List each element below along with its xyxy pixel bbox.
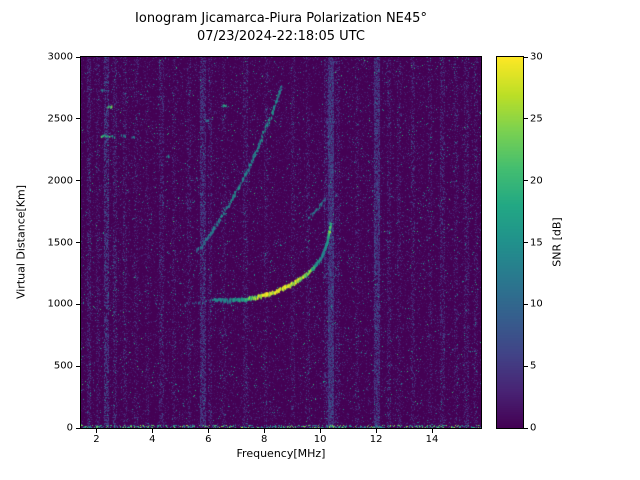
x-tick-label: 6: [205, 434, 212, 445]
ionogram-canvas: [81, 57, 481, 428]
y-tick-label: 2500: [47, 113, 73, 125]
x-tick-mark: [95, 429, 97, 433]
colorbar-tick-label: 30: [530, 51, 543, 63]
y-tick-mark: [76, 56, 80, 58]
x-tick-label: 4: [149, 434, 156, 445]
y-tick-label: 1500: [47, 237, 73, 248]
chart-title: Ionogram Jicamarca-Piura Polarization NE…: [135, 11, 427, 26]
colorbar-tick-label: 10: [530, 298, 543, 310]
x-tick-label: 12: [369, 434, 383, 445]
colorbar-tick-label: 0: [530, 422, 537, 434]
x-tick-label: 14: [425, 434, 439, 445]
y-tick-mark: [76, 303, 80, 305]
y-axis-label: Virtual Distance[Km]: [14, 184, 28, 300]
x-tick-mark: [151, 429, 153, 433]
x-tick-mark: [263, 429, 265, 433]
colorbar-tick-mark: [524, 365, 528, 367]
y-tick-mark: [76, 427, 80, 429]
x-tick-mark: [431, 429, 433, 433]
y-tick-mark: [76, 118, 80, 120]
colorbar-label: SNR [dB]: [550, 217, 564, 267]
x-tick-label: 10: [313, 434, 327, 445]
colorbar-tick-mark: [524, 427, 528, 429]
colorbar: [496, 56, 524, 429]
x-tick-mark: [319, 429, 321, 433]
x-tick-label: 2: [93, 434, 100, 445]
chart-subtitle: 07/23/2024-22:18:05 UTC: [197, 29, 365, 44]
x-tick-mark: [207, 429, 209, 433]
y-tick-label: 3000: [47, 51, 73, 63]
y-tick-mark: [76, 180, 80, 182]
colorbar-canvas: [497, 57, 523, 428]
colorbar-tick-label: 25: [530, 113, 543, 125]
x-axis-label: Frequency[MHz]: [236, 447, 326, 460]
y-tick-label: 1000: [47, 298, 73, 310]
colorbar-tick-label: 20: [530, 175, 543, 187]
colorbar-tick-mark: [524, 242, 528, 243]
colorbar-tick-mark: [524, 118, 528, 120]
x-tick-mark: [375, 429, 377, 433]
y-tick-label: 500: [53, 360, 73, 372]
y-tick-mark: [76, 365, 80, 367]
ionogram-plot: [80, 56, 482, 429]
chart-title-block: Ionogram Jicamarca-Piura Polarization NE…: [81, 10, 481, 46]
colorbar-tick-mark: [524, 303, 528, 305]
colorbar-tick-label: 15: [530, 237, 543, 248]
colorbar-tick-label: 5: [530, 360, 537, 372]
colorbar-tick-mark: [524, 180, 528, 182]
y-tick-mark: [76, 242, 80, 243]
colorbar-tick-mark: [524, 56, 528, 58]
y-tick-label: 2000: [47, 175, 73, 187]
x-tick-label: 8: [261, 434, 268, 445]
y-tick-label: 0: [66, 422, 73, 434]
